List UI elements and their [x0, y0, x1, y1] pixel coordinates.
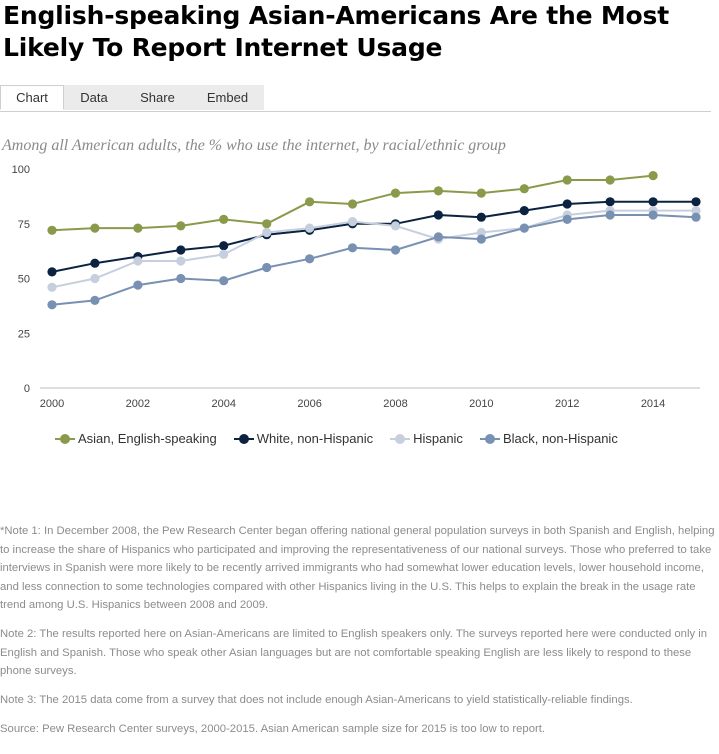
series-line-hispanic — [51, 209, 696, 289]
x-tick-label: 2010 — [469, 398, 493, 410]
data-point-black-non-hispanic — [176, 273, 186, 284]
data-point-asian-english-speaking — [90, 223, 100, 233]
data-point-white-non-hispanic — [176, 245, 186, 255]
data-point-hispanic — [691, 206, 701, 216]
legend-label: White, non-Hispanic — [256, 431, 374, 447]
data-point-black-non-hispanic — [519, 223, 529, 233]
data-point-white-non-hispanic — [648, 197, 658, 207]
data-point-hispanic — [262, 227, 272, 238]
legend-item-black-non-hispanic: Black, non-Hispanic — [479, 431, 618, 447]
chart-subtitle: Among all American adults, the % who use… — [2, 137, 506, 154]
data-point-black-non-hispanic — [476, 234, 486, 244]
legend-label: Asian, English-speaking — [78, 431, 217, 447]
x-tick-label: 2006 — [297, 398, 321, 410]
data-point-asian-english-speaking — [519, 184, 529, 194]
tab-chart[interactable]: Chart — [0, 85, 64, 110]
data-point-black-non-hispanic — [433, 232, 443, 242]
data-point-black-non-hispanic — [390, 245, 401, 255]
data-point-asian-english-speaking — [433, 186, 443, 196]
data-point-hispanic — [90, 273, 100, 284]
data-point-hispanic — [347, 217, 358, 227]
data-point-black-non-hispanic — [133, 280, 143, 290]
legend-label: Black, non-Hispanic — [502, 431, 618, 447]
y-tick-label: 75 — [18, 219, 30, 231]
y-tick-label: 25 — [18, 328, 30, 340]
x-tick-label: 2012 — [555, 398, 579, 410]
legend-item-hispanic: Hispanic — [390, 431, 463, 447]
data-point-hispanic — [305, 223, 315, 233]
data-point-asian-english-speaking — [176, 221, 186, 231]
data-point-asian-english-speaking — [476, 188, 486, 198]
chart-notes: *Note 1: In December 2008, the Pew Resea… — [0, 522, 716, 749]
x-tick-label: 2004 — [211, 398, 235, 410]
legend-swatch — [55, 434, 75, 445]
tab-embed[interactable]: Embed — [191, 85, 264, 110]
data-point-hispanic — [133, 256, 143, 266]
tab-bar: Chart Data Share Embed — [0, 85, 711, 112]
x-tick-label: 2014 — [641, 398, 665, 410]
data-point-hispanic — [476, 227, 486, 238]
legend-item-white-non-hispanic: White, non-Hispanic — [233, 431, 374, 447]
footnote: Note 2: The results reported here on Asi… — [0, 628, 708, 677]
tab-data[interactable]: Data — [64, 85, 124, 110]
data-point-black-non-hispanic — [648, 210, 658, 220]
data-point-asian-english-speaking — [305, 197, 315, 207]
legend-swatch — [233, 434, 254, 445]
data-point-black-non-hispanic — [605, 210, 615, 220]
chart-title: English-speaking Asian-Americans Are the… — [3, 1, 669, 62]
data-point-white-non-hispanic — [519, 206, 529, 216]
legend-swatch — [390, 434, 411, 445]
data-point-white-non-hispanic — [219, 241, 229, 251]
data-point-asian-english-speaking — [562, 175, 572, 185]
y-tick-label: 100 — [12, 164, 30, 176]
data-point-black-non-hispanic — [262, 262, 272, 273]
data-point-hispanic — [219, 249, 229, 259]
data-point-asian-english-speaking — [47, 225, 57, 235]
x-tick-label: 2000 — [40, 398, 64, 410]
data-point-white-non-hispanic — [605, 197, 615, 207]
x-tick-label: 2008 — [383, 398, 407, 410]
legend-swatch — [479, 434, 500, 445]
x-tick-label: 2002 — [126, 398, 150, 410]
source-note: Source: Pew Research Center surveys, 200… — [0, 723, 546, 735]
y-tick-label: 50 — [18, 274, 30, 286]
data-point-black-non-hispanic — [90, 295, 100, 305]
data-point-black-non-hispanic — [562, 214, 572, 224]
data-point-asian-english-speaking — [133, 223, 143, 233]
data-point-asian-english-speaking — [390, 188, 401, 198]
chart-legend: Asian, English-speaking White, non-Hispan… — [55, 430, 640, 450]
data-point-black-non-hispanic — [305, 254, 315, 264]
tab-share[interactable]: Share — [124, 85, 191, 110]
data-point-white-non-hispanic — [433, 210, 443, 220]
data-point-asian-english-speaking — [262, 219, 272, 229]
data-point-asian-english-speaking — [347, 199, 358, 209]
line-chart: 0 25 50 75 100 2000 2002 2004 2006 2008 2010 2012 20… — [12, 164, 701, 410]
data-point-white-non-hispanic — [476, 212, 486, 222]
data-point-black-non-hispanic — [47, 300, 57, 310]
data-point-asian-english-speaking — [219, 214, 229, 224]
y-tick-label: 0 — [24, 383, 30, 395]
data-point-asian-english-speaking — [605, 175, 615, 185]
legend-item-asian-english-speaking: Asian, English-speaking — [55, 431, 217, 447]
data-point-white-non-hispanic — [90, 258, 100, 268]
data-point-hispanic — [176, 256, 186, 266]
series-line-black-non-hispanic — [51, 214, 697, 306]
data-point-black-non-hispanic — [691, 212, 701, 222]
legend-label: Hispanic — [413, 431, 463, 447]
footnote: *Note 1: In December 2008, the Pew Resea… — [0, 525, 715, 611]
data-point-black-non-hispanic — [347, 243, 358, 253]
data-point-black-non-hispanic — [219, 276, 229, 286]
data-point-white-non-hispanic — [47, 267, 57, 277]
data-point-hispanic — [47, 282, 57, 292]
data-point-asian-english-speaking — [648, 171, 658, 181]
data-point-white-non-hispanic — [562, 199, 572, 209]
data-point-white-non-hispanic — [691, 197, 701, 207]
data-point-hispanic — [390, 221, 401, 231]
footnote: Note 3: The 2015 data come from a survey… — [0, 694, 633, 706]
